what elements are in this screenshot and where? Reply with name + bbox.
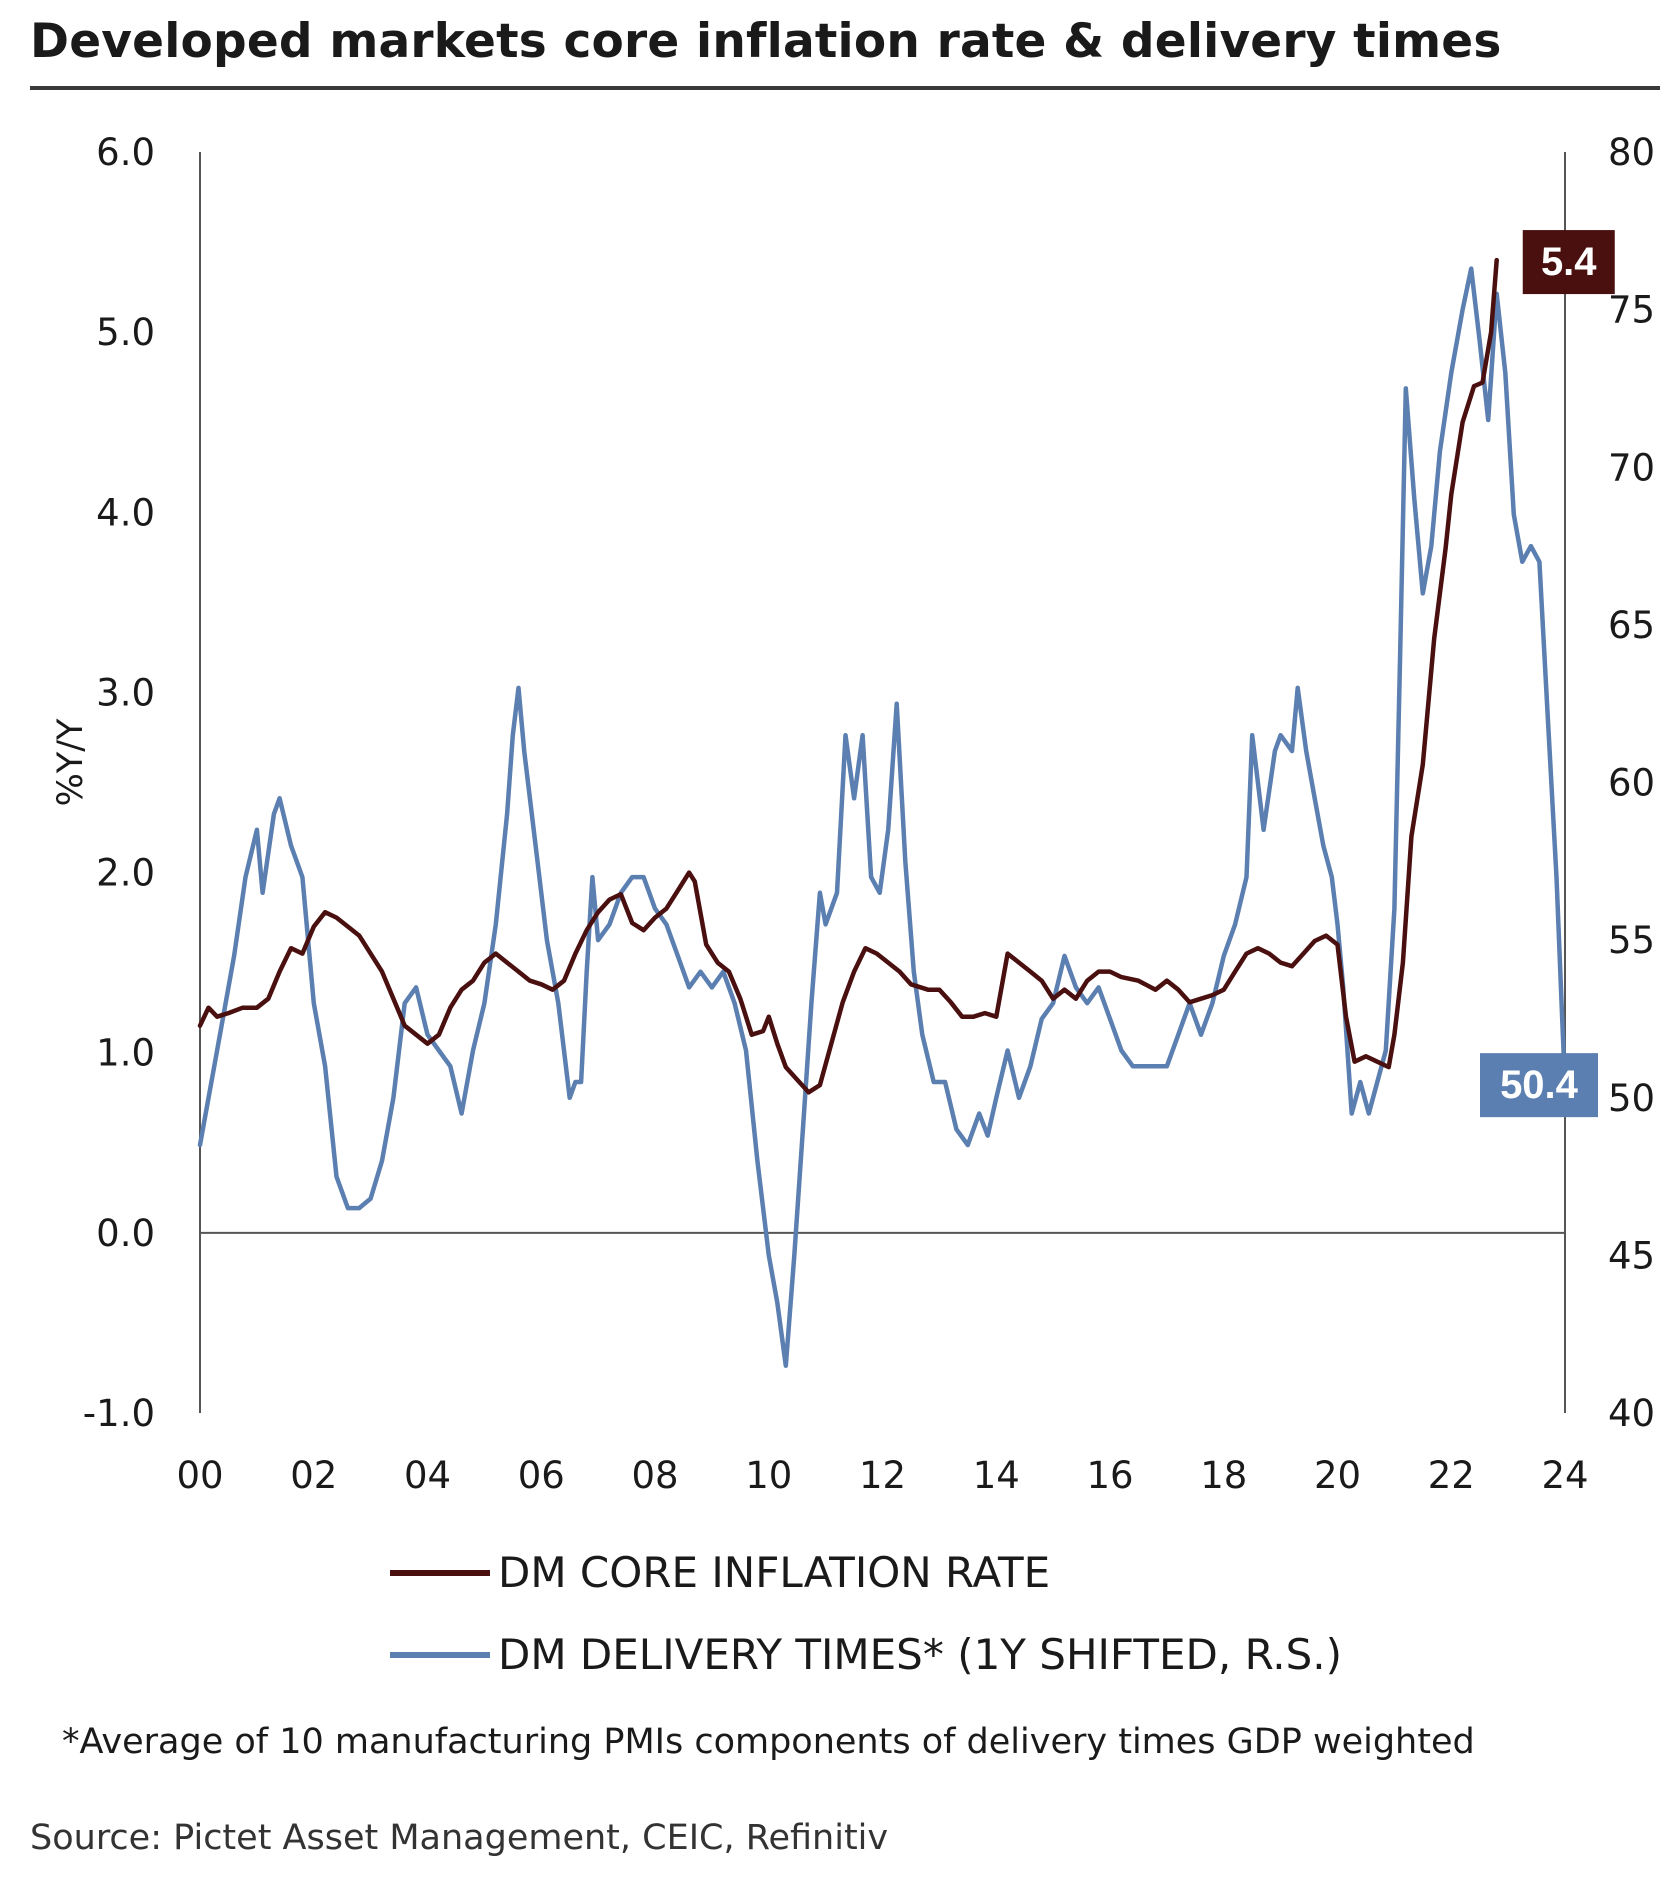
- y2-tick-label: 55: [1608, 919, 1655, 962]
- chart-title: Developed markets core inflation rate & …: [30, 14, 1502, 69]
- line-inflation: [197, 257, 1499, 1095]
- end-label-inflation: 5.4: [1541, 240, 1597, 284]
- y2-tick-label: 50: [1608, 1077, 1655, 1120]
- title-rule: [30, 86, 1660, 90]
- x-tick-label: 18: [1200, 1454, 1247, 1497]
- legend-item-delivery: DM DELIVERY TIMES* (1Y SHIFTED, R.S.): [390, 1630, 1342, 1679]
- y2-tick-label: 40: [1608, 1392, 1655, 1435]
- source-note: Source: Pictet Asset Management, CEIC, R…: [30, 1818, 889, 1858]
- x-tick-label: 14: [973, 1454, 1020, 1497]
- x-tick-label: 10: [745, 1454, 792, 1497]
- y2-tick-label: 60: [1608, 762, 1655, 805]
- y-tick-label: 4.0: [96, 491, 155, 534]
- y-tick-label: 1.0: [96, 1032, 155, 1075]
- x-tick-label: 22: [1428, 1454, 1475, 1497]
- legend-label-inflation: DM CORE INFLATION RATE: [498, 1548, 1051, 1597]
- x-tick-label: 00: [176, 1454, 223, 1497]
- legend-swatch-delivery: [390, 1651, 490, 1658]
- legend-label-delivery: DM DELIVERY TIMES* (1Y SHIFTED, R.S.): [498, 1630, 1343, 1679]
- chart-end-labels: 5.4 50.4: [1480, 230, 1615, 1118]
- y-tick-label: 2.0: [96, 852, 155, 895]
- x-tick-label: 16: [1086, 1454, 1133, 1497]
- y-tick-label: 5.0: [96, 311, 155, 354]
- y-tick-label: 0.0: [96, 1212, 155, 1255]
- chart-axes: 6.0 5.0 4.0 3.0 2.0 1.0 0.0 -1.0 80 75 70 65 60 55 50 4…: [51, 131, 1655, 1497]
- y2-tick-label: 80: [1608, 131, 1655, 174]
- legend-item-inflation: DM CORE INFLATION RATE: [390, 1548, 1050, 1597]
- x-tick-label: 20: [1314, 1454, 1361, 1497]
- x-tick-label: 02: [290, 1454, 337, 1497]
- y-axis-title: %Y/Y: [51, 718, 91, 806]
- x-tick-label: 04: [404, 1454, 451, 1497]
- y-tick-label: 6.0: [96, 131, 155, 174]
- legend-swatch-inflation: [390, 1569, 490, 1576]
- line-delivery: [197, 266, 1568, 1368]
- x-tick-label: 08: [631, 1454, 678, 1497]
- end-label-delivery: 50.4: [1500, 1063, 1579, 1107]
- chart-series-layer: [197, 257, 1568, 1368]
- chart-svg: 6.0 5.0 4.0 3.0 2.0 1.0 0.0 -1.0 80 75 70 65 60 55 50 4…: [51, 131, 1655, 1497]
- end-label-inflation-box: [1522, 230, 1615, 295]
- x-tick-label: 24: [1541, 1454, 1588, 1497]
- y2-tick-label: 45: [1608, 1234, 1655, 1277]
- x-tick-label: 12: [859, 1454, 906, 1497]
- end-label-delivery-box: [1480, 1053, 1598, 1118]
- y2-tick-label: 75: [1608, 289, 1655, 332]
- x-tick-label: 06: [518, 1454, 565, 1497]
- y2-tick-label: 65: [1608, 604, 1655, 647]
- footnote: *Average of 10 manufacturing PMIs compon…: [62, 1722, 1475, 1762]
- y-tick-label: 3.0: [96, 671, 155, 714]
- y-tick-label: -1.0: [83, 1392, 155, 1435]
- y2-tick-label: 70: [1608, 446, 1655, 489]
